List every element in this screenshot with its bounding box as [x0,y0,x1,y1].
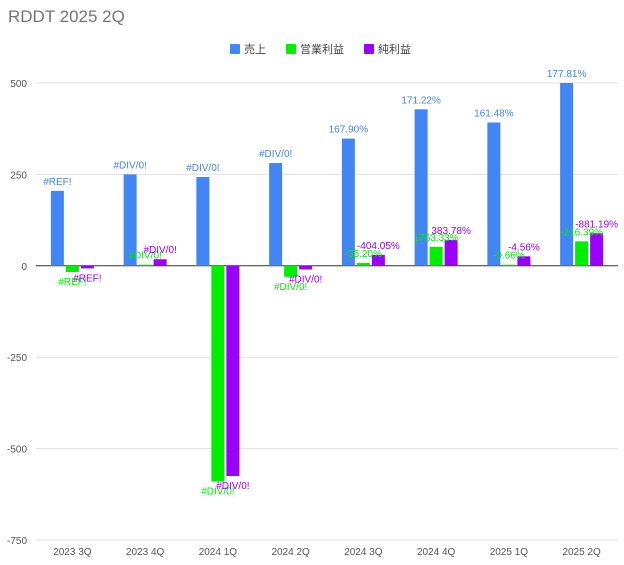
data-label: #REF! [58,277,86,288]
data-labels: #REF!#REF!#REF!#DIV/0!#DIV/0!#DIV/0!#DIV… [43,69,618,498]
y-axis: 500 250 0 -250 -500 -750 [7,79,27,547]
x-tick-label: 2023 3Q [53,547,92,558]
y-tick-label: 250 [10,170,27,181]
data-label: -881.19% [575,219,618,230]
bar [356,262,370,266]
bar [444,239,458,266]
bar [80,265,94,269]
bars [50,83,604,482]
data-label: #DIV/0! [289,274,322,285]
data-label: 177.81% [547,69,587,80]
x-tick-label: 2024 3Q [344,547,383,558]
data-label: -404.05% [357,241,400,252]
x-tick-label: 2024 4Q [417,547,456,558]
bar [590,233,604,266]
bar [341,138,355,266]
bar [226,265,240,477]
y-tick-label: -500 [7,445,27,456]
bar [284,265,298,277]
data-label: #DIV/0! [143,245,176,256]
data-label: -216.39% [560,227,603,238]
data-label: 167.90% [329,125,369,136]
legend-label: 売上 [244,43,266,56]
y-tick-label: -250 [7,353,27,364]
bar [560,83,574,266]
data-label: #DIV/0! [128,251,161,262]
data-label: #DIV/0! [113,160,146,171]
legend: 売上 営業利益 純利益 [230,42,411,56]
chart-title: RDDT 2025 2Q [8,7,125,26]
y-tick-label: 500 [10,79,27,90]
data-label: #DIV/0! [216,481,249,492]
data-label: #DIV/0! [259,149,292,160]
gridlines [36,82,618,541]
x-axis: 2023 3Q 2023 4Q 2024 1Q 2024 2Q 2024 3Q 2024 … [53,547,601,558]
legend-label: 純利益 [378,42,411,56]
bar [65,265,79,273]
bar [299,265,313,270]
data-label: #DIV/0! [201,487,234,498]
x-tick-label: 2025 2Q [562,547,601,558]
data-label: 171.22% [401,95,441,106]
bar [50,190,64,266]
bar [211,265,225,482]
bar [414,109,428,266]
bar [502,264,516,266]
bar [196,176,210,266]
data-label: -35.20% [345,249,382,260]
bar [371,254,385,266]
x-tick-label: 2023 4Q [126,547,165,558]
x-tick-label: 2024 1Q [199,547,238,558]
x-tick-label: 2024 2Q [271,547,310,558]
legend-swatch [286,44,296,54]
data-label: 161.48% [474,108,514,119]
bar [517,256,531,266]
bar [575,241,589,266]
bar [123,174,137,266]
data-label: -4.56% [508,242,540,253]
bar [269,163,283,266]
data-label: 1763.33% [414,233,459,244]
y-tick-label: 0 [21,262,27,273]
legend-label: 営業利益 [300,42,344,56]
data-label: #REF! [43,177,71,188]
data-label: #DIV/0! [274,282,307,293]
bar [153,259,167,266]
data-label: -0.66% [493,251,525,262]
bar [138,264,152,266]
bar [487,122,501,266]
legend-swatch [230,44,240,54]
y-tick-label: -750 [7,536,27,547]
data-label: 383.78% [431,226,471,237]
legend-swatch [364,44,374,54]
data-label: #REF! [73,273,101,284]
x-tick-label: 2025 1Q [490,547,529,558]
data-label: #DIV/0! [186,163,219,174]
bar [429,246,443,266]
